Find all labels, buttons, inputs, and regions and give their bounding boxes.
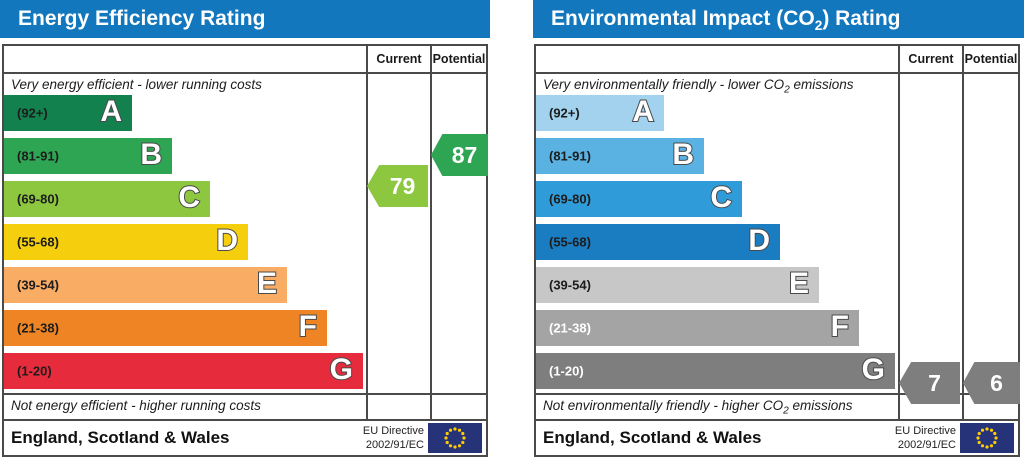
band-g: (1-20) G xyxy=(4,352,363,389)
potential-column-header: Potential xyxy=(964,52,1018,66)
eu-directive-label: EU Directive 2002/91/EC xyxy=(362,425,424,451)
band-letter: F xyxy=(830,309,850,344)
band-c: (69-80) C xyxy=(536,180,742,217)
band-letter: C xyxy=(177,180,201,215)
band-range: (39-54) xyxy=(549,277,591,293)
band-range: (21-38) xyxy=(549,320,591,336)
energy-efficiency-chart: Current Potential Very energy efficient … xyxy=(2,44,488,457)
column-divider xyxy=(430,46,432,419)
current-column-header: Current xyxy=(908,52,954,66)
environmental-impact-title-bar: Environmental Impact (CO2) Rating xyxy=(533,0,1024,38)
current-column-header: Current xyxy=(376,52,422,66)
row-divider xyxy=(536,393,1018,395)
band-e: (39-54) E xyxy=(536,266,819,303)
environmental-impact-chart: Current Potential Very environmentally f… xyxy=(534,44,1020,457)
current-rating-value: 79 xyxy=(389,172,416,199)
band-letter: F xyxy=(298,309,318,344)
eu-flag-icon xyxy=(428,423,482,453)
energy-efficiency-title: Energy Efficiency Rating xyxy=(18,7,266,30)
row-divider xyxy=(4,393,486,395)
bottom-caption: Not environmentally friendly - higher CO… xyxy=(543,398,853,417)
band-letter: B xyxy=(671,137,695,172)
potential-rating-value: 87 xyxy=(451,141,478,168)
band-letter: G xyxy=(861,352,886,387)
band-e: (39-54) E xyxy=(4,266,287,303)
current-rating-pointer: 7 xyxy=(899,362,960,404)
band-range: (21-38) xyxy=(17,320,59,336)
band-a: (92+) A xyxy=(536,94,664,131)
region-label: England, Scotland & Wales xyxy=(543,428,762,447)
band-letter: A xyxy=(631,94,655,129)
band-letter: E xyxy=(788,266,810,301)
band-letter: B xyxy=(139,137,163,172)
band-letter: E xyxy=(256,266,278,301)
column-divider xyxy=(898,46,900,419)
band-d: (55-68) D xyxy=(4,223,248,260)
band-letter: G xyxy=(329,352,354,387)
band-g: (1-20) G xyxy=(536,352,895,389)
top-caption: Very energy efficient - lower running co… xyxy=(11,77,262,92)
current-rating-pointer: 79 xyxy=(367,165,428,207)
potential-rating-pointer: 87 xyxy=(431,134,488,176)
band-range: (69-80) xyxy=(17,191,59,207)
footer-divider xyxy=(4,419,486,421)
eu-flag-icon xyxy=(960,423,1014,453)
band-b: (81-91) B xyxy=(536,137,704,174)
chart-footer: England, Scotland & Wales EU Directive 2… xyxy=(536,421,1018,455)
potential-rating-pointer: 6 xyxy=(963,362,1020,404)
header-divider xyxy=(536,72,1018,74)
band-range: (81-91) xyxy=(549,148,591,164)
band-range: (69-80) xyxy=(549,191,591,207)
band-letter: A xyxy=(99,94,123,129)
band-c: (69-80) C xyxy=(4,180,210,217)
band-f: (21-38) F xyxy=(536,309,859,346)
band-b: (81-91) B xyxy=(4,137,172,174)
band-range: (39-54) xyxy=(17,277,59,293)
band-range: (92+) xyxy=(549,105,580,121)
column-divider xyxy=(366,46,368,419)
environmental-impact-title: Environmental Impact (CO2) Rating xyxy=(551,7,901,34)
top-caption: Very environmentally friendly - lower CO… xyxy=(543,77,854,96)
band-letter: D xyxy=(747,223,771,258)
potential-rating-value: 6 xyxy=(990,369,1003,396)
eu-directive-label: EU Directive 2002/91/EC xyxy=(894,425,956,451)
chart-footer: England, Scotland & Wales EU Directive 2… xyxy=(4,421,486,455)
band-range: (92+) xyxy=(17,105,48,121)
band-range: (55-68) xyxy=(17,234,59,250)
footer-divider xyxy=(536,419,1018,421)
bottom-caption: Not energy efficient - higher running co… xyxy=(11,398,261,413)
header-divider xyxy=(4,72,486,74)
energy-efficiency-title-bar: Energy Efficiency Rating xyxy=(0,0,490,38)
band-f: (21-38) F xyxy=(4,309,327,346)
band-range: (1-20) xyxy=(549,363,584,379)
column-divider xyxy=(962,46,964,419)
band-d: (55-68) D xyxy=(536,223,780,260)
band-range: (81-91) xyxy=(17,148,59,164)
band-letter: C xyxy=(709,180,733,215)
region-label: England, Scotland & Wales xyxy=(11,428,230,447)
band-range: (55-68) xyxy=(549,234,591,250)
current-rating-value: 7 xyxy=(928,369,941,396)
band-a: (92+) A xyxy=(4,94,132,131)
band-range: (1-20) xyxy=(17,363,52,379)
band-letter: D xyxy=(215,223,239,258)
potential-column-header: Potential xyxy=(432,52,486,66)
